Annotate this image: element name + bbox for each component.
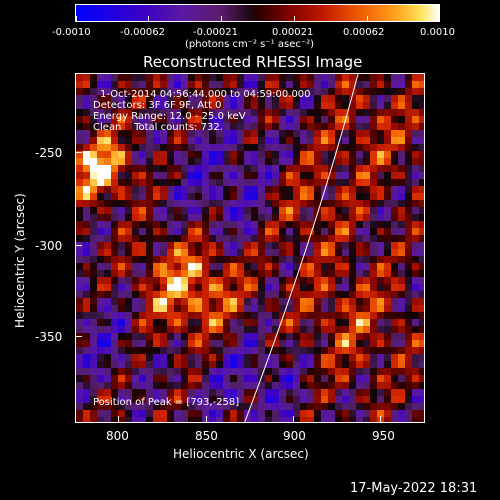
y-tick-mark [75, 245, 82, 246]
image-plot [75, 73, 425, 423]
info-time-range: 1-Oct-2014 04:56:44.000 to 04:59:00.000 [100, 89, 311, 100]
y-tick-mark [75, 152, 82, 153]
timestamp: 17-May-2022 18:31 [350, 481, 478, 496]
x-tick-label: 850 [195, 429, 218, 443]
solar-limb-line [244, 74, 359, 422]
colorbar-tick-label: -0.0010 [52, 27, 91, 38]
colorbar [75, 4, 440, 22]
x-axis-label: Heliocentric X (arcsec) [173, 447, 309, 461]
y-tick-mark [75, 336, 82, 337]
x-tick-mark [293, 416, 294, 423]
colorbar-tick-label: 0.00062 [343, 27, 385, 38]
rhessi-image [76, 74, 424, 422]
colorbar-units: (photons cm⁻² s⁻¹ asec⁻²) [185, 39, 315, 50]
x-tick-label: 800 [106, 429, 129, 443]
y-axis-label: Heliocentric Y (arcsec) [13, 193, 27, 328]
colorbar-tick-label: -0.00021 [193, 27, 238, 38]
x-tick-label: 900 [283, 429, 306, 443]
colorbar-tick-label: 0.00021 [272, 27, 314, 38]
colorbar-tick-label: -0.00062 [120, 27, 165, 38]
x-tick-mark [380, 416, 381, 423]
info-detectors: Detectors: 3F 6F 9F, Att 0 [93, 100, 222, 111]
colorbar-tick-label: 0.0010 [420, 27, 455, 38]
info-counts: Clean Total counts: 732. [93, 122, 223, 133]
info-peak-position: Position of Peak = [793,-258] [93, 397, 240, 408]
y-tick-label: -300 [35, 239, 63, 253]
plot-title: Reconstructed RHESSI Image [143, 53, 363, 71]
x-tick-mark [118, 416, 119, 423]
y-tick-label: -250 [35, 146, 63, 160]
info-energy-range: Energy Range: 12.0 - 25.0 keV [93, 111, 246, 122]
y-tick-label: -350 [35, 330, 63, 344]
x-tick-label: 950 [372, 429, 395, 443]
x-tick-mark [206, 416, 207, 423]
